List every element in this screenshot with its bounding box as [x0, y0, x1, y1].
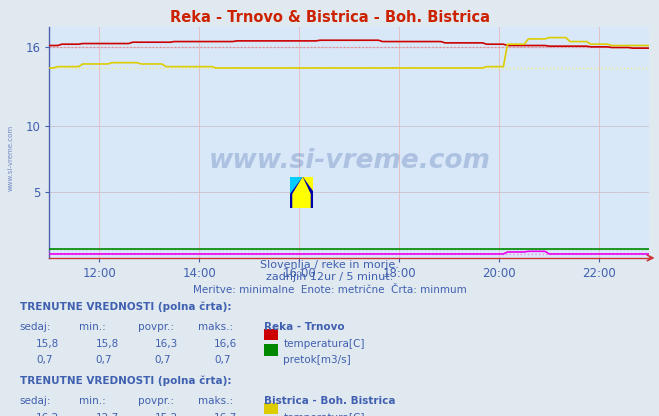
Text: min.:: min.:: [79, 322, 106, 332]
Text: povpr.:: povpr.:: [138, 396, 175, 406]
Text: TRENUTNE VREDNOSTI (polna črta):: TRENUTNE VREDNOSTI (polna črta):: [20, 376, 231, 386]
Text: 16,6: 16,6: [214, 339, 237, 349]
Text: povpr.:: povpr.:: [138, 322, 175, 332]
Text: Bistrica - Boh. Bistrica: Bistrica - Boh. Bistrica: [264, 396, 395, 406]
Text: www.si-vreme.com: www.si-vreme.com: [8, 125, 14, 191]
Text: sedaj:: sedaj:: [20, 322, 51, 332]
Text: min.:: min.:: [79, 396, 106, 406]
Text: Reka - Trnovo: Reka - Trnovo: [264, 322, 344, 332]
Text: 16,7: 16,7: [214, 413, 237, 416]
Polygon shape: [302, 177, 313, 191]
Text: Slovenija / reke in morje.: Slovenija / reke in morje.: [260, 260, 399, 270]
Text: maks.:: maks.:: [198, 322, 233, 332]
Text: maks.:: maks.:: [198, 396, 233, 406]
Text: 0,7: 0,7: [36, 355, 53, 365]
Text: www.si-vreme.com: www.si-vreme.com: [208, 148, 490, 174]
Text: 16,3: 16,3: [155, 339, 178, 349]
Text: 0,7: 0,7: [96, 355, 112, 365]
Text: zadnjih 12ur / 5 minut.: zadnjih 12ur / 5 minut.: [266, 272, 393, 282]
Text: 12,7: 12,7: [96, 413, 119, 416]
Text: temperatura[C]: temperatura[C]: [283, 339, 365, 349]
Polygon shape: [290, 177, 302, 194]
Text: 15,2: 15,2: [155, 413, 178, 416]
Text: TRENUTNE VREDNOSTI (polna črta):: TRENUTNE VREDNOSTI (polna črta):: [20, 302, 231, 312]
Text: sedaj:: sedaj:: [20, 396, 51, 406]
Text: Reka - Trnovo & Bistrica - Boh. Bistrica: Reka - Trnovo & Bistrica - Boh. Bistrica: [169, 10, 490, 25]
Text: 16,2: 16,2: [36, 413, 59, 416]
Text: 15,8: 15,8: [96, 339, 119, 349]
Text: 0,7: 0,7: [214, 355, 231, 365]
Text: pretok[m3/s]: pretok[m3/s]: [283, 355, 351, 365]
Text: temperatura[C]: temperatura[C]: [283, 413, 365, 416]
Text: Meritve: minimalne  Enote: metrične  Črta: minmum: Meritve: minimalne Enote: metrične Črta:…: [192, 285, 467, 295]
Text: 15,8: 15,8: [36, 339, 59, 349]
Text: 0,7: 0,7: [155, 355, 171, 365]
Polygon shape: [292, 177, 310, 208]
